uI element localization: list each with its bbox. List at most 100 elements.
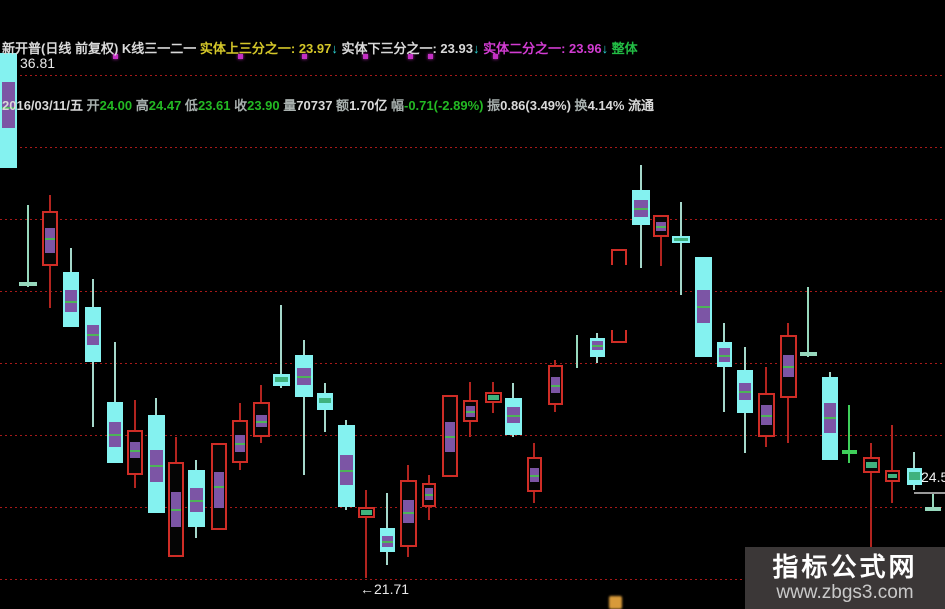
candle-third-line (171, 509, 181, 511)
header-segment: 1.70亿 (349, 98, 391, 113)
candle-third-line (214, 486, 224, 488)
gridline (0, 579, 945, 580)
candle-third-line (824, 417, 836, 419)
header-segment: 振 (487, 98, 501, 113)
candle-third-line (783, 366, 794, 368)
candle-wick (280, 305, 282, 388)
candle-third-line (382, 541, 393, 543)
candle-third-line (109, 434, 121, 436)
candle-band (674, 238, 688, 241)
header-segment: 收 (234, 98, 248, 113)
candle-third-line (256, 421, 267, 423)
candle-band (909, 472, 920, 480)
candle-third-line (530, 475, 539, 477)
candle-wick (680, 202, 682, 295)
signal-dot (493, 54, 498, 59)
candle-band (361, 510, 372, 515)
candle-third-line (2, 107, 15, 109)
candle-band (888, 474, 897, 478)
gridline (0, 219, 945, 220)
high-price-label: 36.81 (20, 55, 56, 71)
candle-third-line (656, 226, 666, 228)
header-segment: 0.86(3.49%) (500, 98, 575, 113)
header-segment: 高 (135, 98, 149, 113)
candle-band (488, 395, 499, 400)
header-segment: 实体上三分之一: 23.97 (199, 41, 332, 56)
candle-third-line (87, 334, 99, 336)
header-segment: 实体二分之一: 23.96 (479, 41, 602, 56)
header-segment: ↓ (331, 41, 338, 56)
candle-band (214, 472, 224, 508)
header-segment: 幅 (390, 98, 404, 113)
candle-third-line (403, 512, 414, 514)
candle-wick (848, 405, 850, 463)
candle-third-line (551, 385, 560, 387)
candle-bracket (611, 330, 627, 343)
candle-third-line (507, 415, 520, 417)
candle-third-line (634, 208, 648, 210)
header-segment: 2016/03/11/五 (2, 98, 87, 113)
header-segment: 量 (283, 98, 297, 113)
signal-dot (408, 54, 413, 59)
candle-third-line (466, 411, 475, 413)
header-segment: 新开普(日线 前复权) K线三一二一 (2, 41, 200, 56)
low-price-label: ←21.71 (360, 581, 410, 597)
watermark-url: www.zbgs3.com (776, 582, 914, 603)
candle-third-line (592, 345, 603, 347)
candle-wick (723, 323, 725, 412)
candle-third-line (65, 301, 77, 303)
candle-dash (800, 352, 817, 356)
candle-wick (660, 215, 662, 266)
candle-band (275, 377, 288, 382)
candle-third-line (445, 436, 455, 438)
header-segment: ↓ (472, 41, 480, 56)
candle-wick (932, 492, 934, 510)
candle-third-line (425, 494, 433, 496)
header-segment: 23.90 (247, 98, 284, 113)
signal-dot (113, 54, 118, 59)
watermark-title: 指标公式网 (772, 552, 918, 582)
candle-third-line (297, 376, 311, 378)
candle-third-line (761, 415, 772, 417)
candle-band (319, 398, 331, 403)
indicator-readout-line: 新开普(日线 前复权) K线三一二一 实体上三分之一: 23.97↓ 实体下三分… (2, 39, 945, 58)
candle-wick (870, 443, 872, 547)
candle-dash (925, 507, 941, 511)
ohlc-readout-line: 2016/03/11/五 开24.00 高24.47 低23.61 收23.90… (2, 96, 945, 115)
candle-wick (576, 335, 578, 368)
header-segment: 开 (86, 98, 100, 113)
quote-info-bar: 新开普(日线 前复权) K线三一二一 实体上三分之一: 23.97↓ 实体下三分… (0, 0, 945, 154)
candle-wick (365, 490, 367, 578)
candle-third-line (235, 443, 245, 445)
header-segment: 4.14% (587, 98, 629, 113)
header-segment: 整体 (608, 41, 638, 56)
signal-dot (238, 54, 243, 59)
candle-wick (27, 205, 29, 287)
gridline (0, 363, 945, 364)
header-segment: 24.00 (99, 98, 136, 113)
header-segment: 流通 (628, 98, 655, 113)
candle-bracket (611, 249, 627, 265)
gridline (0, 435, 945, 436)
gridline (0, 507, 945, 508)
candle-third-line (130, 450, 140, 452)
signal-dot (363, 54, 368, 59)
header-segment: 24.47 (148, 98, 185, 113)
last-price-label: 24.5 (921, 469, 945, 485)
price-axis-line (914, 492, 945, 494)
header-segment: 23.61 (197, 98, 235, 113)
header-segment: 换 (574, 98, 588, 113)
watermark: 指标公式网 www.zbgs3.com (745, 547, 945, 609)
candle-band (403, 500, 414, 523)
candle-band (45, 228, 55, 253)
orange-mark (609, 596, 622, 609)
candle-band (2, 82, 15, 128)
header-segment: 额 (336, 98, 350, 113)
candle-dash (19, 282, 37, 286)
header-segment: ↓ (601, 41, 609, 56)
signal-dot (302, 54, 307, 59)
candle-third-line (340, 470, 353, 472)
gridline (0, 291, 945, 292)
